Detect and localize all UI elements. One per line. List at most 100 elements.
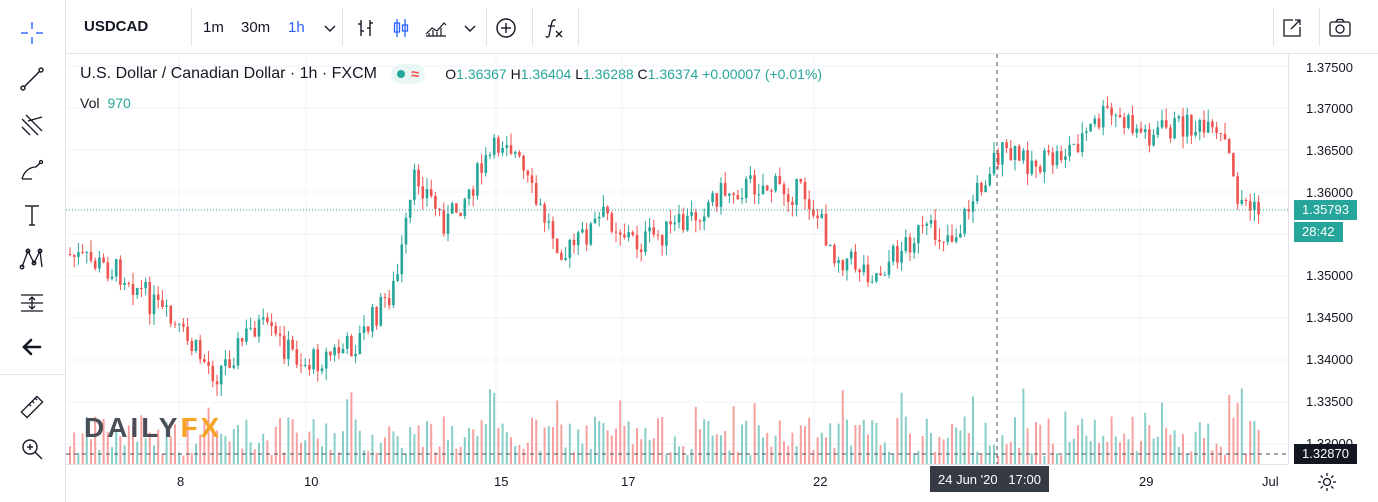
volume-bar (1135, 451, 1138, 464)
volume-bar (388, 426, 391, 464)
candle-body (963, 208, 966, 234)
brush-icon[interactable] (13, 154, 51, 188)
volume-bar (417, 425, 420, 464)
candle-body (518, 152, 521, 156)
volume-bar (228, 441, 231, 464)
time-axis[interactable] (66, 464, 1288, 502)
camera-icon[interactable] (1326, 14, 1354, 42)
volume-bar (426, 421, 428, 464)
bar-chart-icon[interactable] (352, 14, 380, 42)
area-chart-icon[interactable] (422, 14, 450, 42)
candle-body (652, 227, 656, 235)
volume-bar (505, 432, 508, 464)
candle-body (471, 189, 475, 196)
interval-1h[interactable]: 1h (288, 19, 305, 36)
symbol-search[interactable]: USDCAD (84, 18, 149, 35)
volume-bar (169, 436, 172, 464)
candle-body (287, 339, 290, 360)
volume-bar (657, 418, 659, 464)
volume-bar (1119, 442, 1121, 464)
volume-bar (1009, 442, 1012, 464)
trend-line-icon[interactable] (13, 62, 51, 96)
candle-body (534, 182, 538, 205)
candle-body (677, 214, 681, 223)
candle-body (295, 349, 299, 365)
candle-body (597, 216, 601, 219)
volume-bar (1169, 434, 1172, 464)
candle-body (98, 257, 101, 269)
volume-bar (1148, 425, 1151, 464)
fullscreen-icon[interactable] (1278, 14, 1306, 42)
candle-body (1227, 139, 1231, 154)
candle-body (253, 327, 257, 337)
volume-bar (148, 432, 151, 464)
text-icon[interactable] (13, 198, 51, 232)
volume-bar (917, 450, 920, 464)
price-tick: 1.36000 (1306, 185, 1353, 200)
volume-bar (85, 417, 88, 464)
price-chart[interactable] (66, 54, 1288, 464)
function-icon[interactable] (540, 14, 568, 42)
volume-bar (762, 437, 764, 464)
candle-body (925, 223, 929, 226)
volume-bar (1089, 441, 1092, 464)
candle-body (543, 204, 546, 223)
candle-body (119, 259, 122, 285)
volume-bar (1123, 433, 1126, 464)
candle-body (207, 361, 210, 366)
volume-bar (690, 448, 693, 464)
interval-1m[interactable]: 1m (203, 19, 224, 36)
candle-body (887, 261, 891, 275)
zoom-in-icon[interactable] (13, 432, 51, 466)
candle-body (1160, 120, 1164, 128)
volume-bar (127, 425, 130, 464)
candle-body (1253, 201, 1256, 211)
volume-bar (963, 416, 966, 464)
candle-body (656, 234, 660, 236)
back-arrow-icon[interactable] (13, 330, 51, 364)
pitchfork-icon[interactable] (13, 108, 51, 142)
candle-body (560, 252, 563, 260)
candle-body (858, 269, 861, 273)
volume-bar (316, 438, 319, 464)
ruler-icon[interactable] (13, 390, 51, 424)
candle-body (942, 241, 945, 243)
candle-body (908, 237, 912, 253)
volume-bar (312, 419, 315, 464)
candle-body (1064, 156, 1067, 160)
volume-bar (930, 432, 932, 464)
volume-bar (1240, 388, 1243, 464)
wave-icon: ≈ (410, 65, 420, 83)
candle-body (1127, 115, 1130, 128)
candle-body (975, 182, 979, 202)
measure-icon[interactable] (13, 286, 51, 320)
pattern-icon[interactable] (13, 242, 51, 276)
volume-bar (854, 425, 857, 464)
interval-30m[interactable]: 30m (241, 19, 271, 36)
close-label: C (637, 66, 648, 82)
candle-body (114, 259, 118, 277)
candle-body (841, 260, 845, 271)
candle-body (1236, 176, 1239, 204)
settings-icon[interactable] (1317, 472, 1337, 492)
volume-bar (644, 427, 647, 464)
candle-body (807, 199, 811, 210)
volume-bar (111, 447, 113, 464)
time-tick: 10 (304, 474, 319, 489)
volume-bar (132, 426, 134, 464)
volume-bar (165, 422, 168, 464)
add-indicator-icon[interactable] (492, 14, 520, 42)
candles-icon[interactable] (387, 14, 415, 42)
volume-bar (753, 403, 756, 464)
volume-bar (967, 433, 970, 464)
chevron-down-icon[interactable] (456, 14, 484, 42)
candle-body (144, 281, 147, 289)
volume-bar (396, 436, 399, 464)
volume-bar (745, 420, 748, 464)
crosshair-icon[interactable] (13, 16, 51, 50)
candle-body (152, 294, 156, 315)
price-axis[interactable] (1288, 54, 1378, 464)
candle-body (198, 340, 202, 360)
candle-body (723, 182, 727, 196)
chevron-down-icon[interactable] (316, 14, 344, 42)
